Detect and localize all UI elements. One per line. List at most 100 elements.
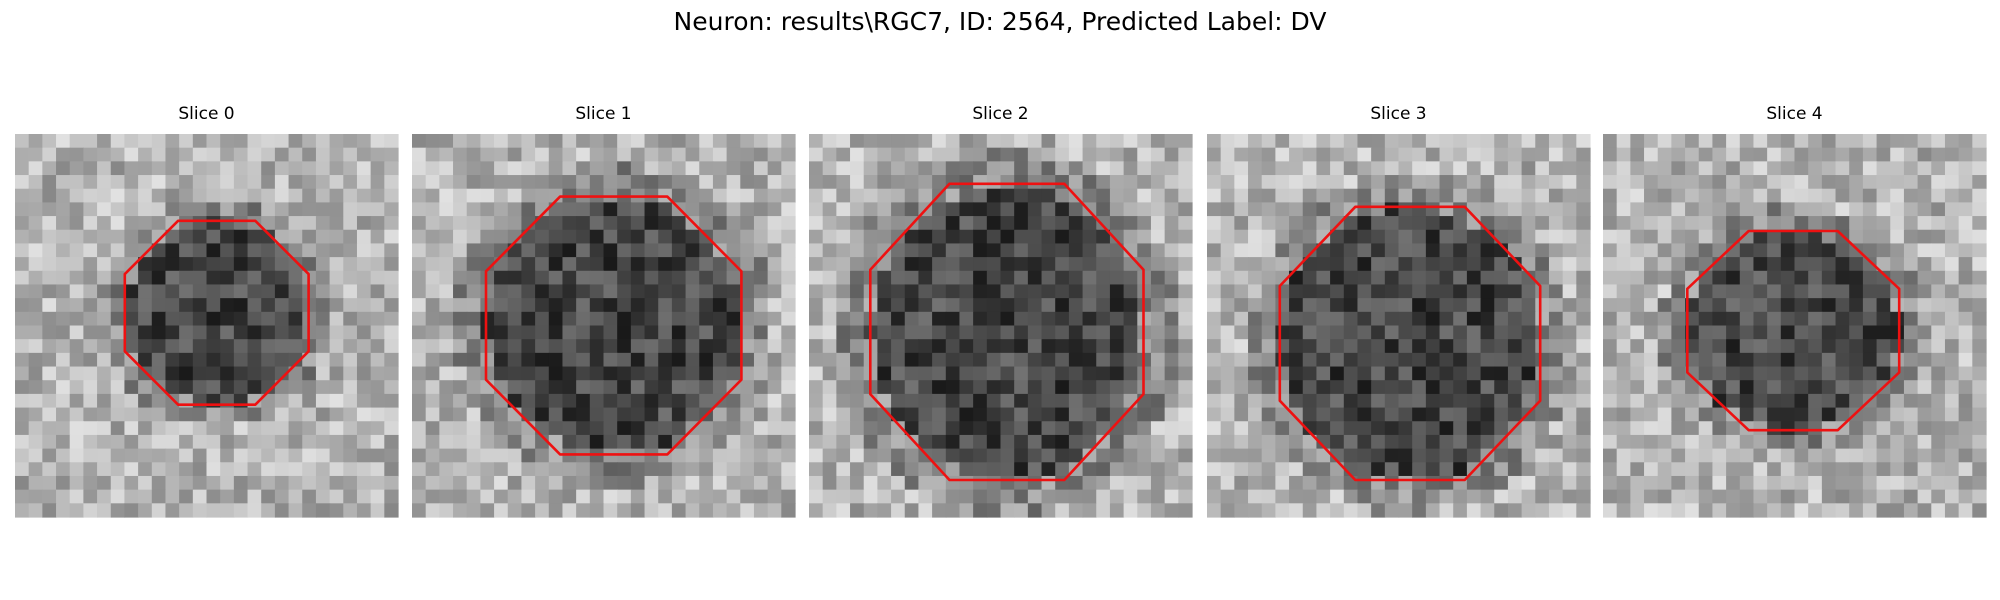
pixel — [1794, 475, 1809, 491]
pixel — [384, 366, 399, 381]
pixel — [671, 243, 687, 258]
pixel — [494, 270, 509, 286]
pixel — [644, 216, 659, 231]
pixel — [1862, 352, 1878, 368]
pixel — [1096, 134, 1111, 149]
pixel — [1178, 366, 1193, 381]
pixel — [343, 202, 358, 217]
pixel — [699, 175, 714, 190]
pixel — [836, 339, 851, 354]
pixel — [1398, 175, 1413, 190]
pixel — [1644, 434, 1659, 450]
pixel — [822, 366, 837, 381]
pixel — [1712, 475, 1727, 491]
pixel — [877, 134, 892, 149]
pixel — [1466, 298, 1482, 313]
pixel — [69, 147, 84, 162]
pixel — [740, 448, 755, 463]
pixel — [1137, 489, 1152, 504]
pixel — [220, 339, 235, 354]
pixel — [110, 147, 126, 162]
pixel — [1808, 202, 1823, 217]
pixel — [28, 243, 43, 258]
pixel — [1972, 161, 1987, 176]
pixel — [1220, 393, 1235, 409]
pixel — [15, 434, 30, 450]
pixel — [507, 134, 523, 149]
pixel — [1903, 325, 1919, 340]
pixel — [69, 462, 84, 477]
pixel — [603, 270, 618, 286]
pixel — [1178, 448, 1193, 463]
pixel — [1384, 380, 1400, 395]
pixel — [1958, 339, 1973, 354]
pixel — [56, 380, 71, 395]
pixel — [302, 366, 317, 381]
pixel — [110, 448, 126, 463]
pixel — [1123, 216, 1138, 231]
pixel — [1685, 311, 1700, 327]
pixel — [589, 202, 605, 217]
pixel — [918, 298, 933, 313]
pixel — [1316, 243, 1331, 258]
pixel — [1480, 161, 1495, 176]
pixel — [1890, 284, 1905, 299]
pixel — [124, 270, 139, 286]
pixel — [1739, 270, 1755, 286]
pixel — [1248, 270, 1263, 286]
pixel — [1137, 229, 1152, 245]
pixel — [535, 503, 550, 518]
pixel — [97, 462, 112, 477]
pixel — [1944, 448, 1960, 463]
pixel — [1384, 366, 1400, 381]
pixel — [1398, 503, 1413, 518]
pixel — [891, 489, 906, 504]
pixel — [1207, 243, 1222, 258]
pixel — [1644, 147, 1659, 162]
pixel — [1794, 407, 1809, 422]
pixel — [589, 407, 605, 422]
pixel — [15, 339, 30, 354]
pixel — [1178, 503, 1193, 518]
pixel — [1453, 434, 1468, 450]
pixel — [1000, 175, 1015, 190]
pixel — [945, 147, 961, 162]
pixel — [1357, 284, 1372, 299]
pixel — [959, 243, 974, 258]
pixel — [1220, 407, 1235, 422]
pixel — [1548, 202, 1564, 217]
pixel — [521, 216, 536, 231]
pixel — [1767, 475, 1782, 491]
pixel — [28, 462, 43, 477]
pixel — [138, 175, 153, 190]
pixel — [603, 175, 618, 190]
pixel — [1014, 134, 1029, 149]
pixel — [1698, 380, 1714, 395]
pixel — [809, 489, 824, 504]
pixel — [453, 147, 468, 162]
pixel — [1096, 434, 1111, 450]
pixel — [671, 161, 687, 176]
pixel — [850, 134, 865, 149]
pixel — [1821, 407, 1837, 422]
pixel — [247, 202, 262, 217]
pixel — [494, 366, 509, 381]
pixel — [973, 216, 988, 231]
pixel — [658, 147, 673, 162]
pixel — [1330, 380, 1345, 395]
pixel — [1480, 243, 1495, 258]
pixel — [603, 229, 618, 245]
pixel — [1917, 475, 1932, 491]
pixel — [836, 216, 851, 231]
pixel — [1316, 298, 1331, 313]
pixel — [535, 284, 550, 299]
pixel — [576, 161, 591, 176]
pixel — [1712, 270, 1727, 286]
pixel — [836, 503, 851, 518]
pixel — [1371, 352, 1386, 368]
pixel — [685, 284, 700, 299]
pixel — [1275, 325, 1290, 340]
pixel — [1275, 489, 1290, 504]
pixel — [233, 366, 249, 381]
pixel — [302, 352, 317, 368]
